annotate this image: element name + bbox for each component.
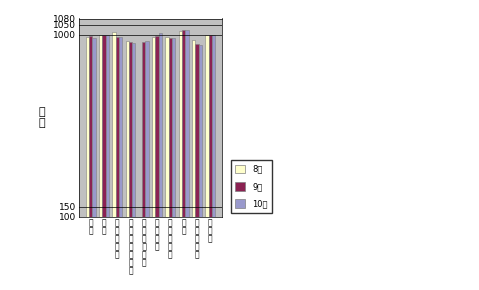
Bar (92, 37, 96, 237)
Bar (146, 41, 149, 237)
Bar (99, 35, 102, 237)
Legend: 8月, 9月, 10月: 8月, 9月, 10月 (231, 160, 272, 213)
Bar (159, 33, 162, 237)
Bar (119, 37, 122, 237)
Bar (212, 35, 215, 237)
Bar (102, 35, 105, 237)
Bar (182, 30, 185, 237)
Bar (105, 35, 109, 237)
Bar (132, 43, 136, 237)
Bar (129, 42, 132, 237)
Bar (192, 40, 195, 237)
Bar (142, 42, 146, 237)
Bar (89, 36, 92, 237)
Bar (112, 32, 115, 237)
Bar (179, 31, 182, 237)
Bar (185, 30, 189, 237)
Bar (172, 37, 175, 237)
Bar (205, 35, 208, 237)
Bar (155, 36, 159, 237)
Bar (115, 37, 119, 237)
Y-axis label: 指
数: 指 数 (39, 107, 46, 128)
Bar (195, 44, 199, 237)
Bar (208, 35, 212, 237)
Bar (125, 41, 129, 237)
Bar (199, 45, 202, 237)
Bar (169, 38, 172, 237)
Bar (165, 37, 169, 237)
Bar (139, 217, 142, 237)
Bar (152, 37, 155, 237)
Bar (86, 37, 89, 237)
